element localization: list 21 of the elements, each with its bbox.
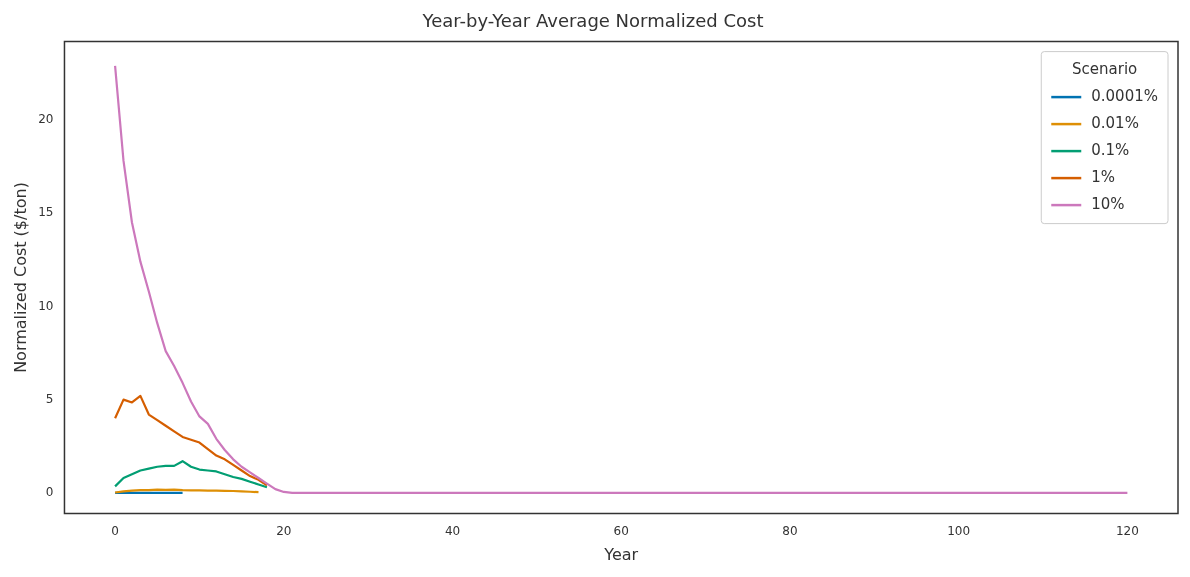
legend-label: 0.0001% (1091, 86, 1159, 105)
x-tick-label: 40 (444, 523, 461, 538)
y-tick-label: 20 (38, 112, 54, 127)
x-axis-title: Year (603, 544, 639, 564)
legend-label: 0.1% (1091, 140, 1130, 159)
x-tick-label: 60 (613, 523, 629, 538)
y-axis-title: Normalized Cost ($/ton) (10, 182, 30, 373)
x-tick-label: 20 (276, 523, 292, 538)
legend-title: Scenario (1072, 59, 1138, 78)
y-tick-label: 0 (45, 485, 54, 500)
y-tick-label: 10 (38, 298, 54, 313)
legend-label: 1% (1091, 167, 1116, 186)
x-tick-label: 80 (782, 523, 798, 538)
y-tick-label: 5 (45, 391, 54, 406)
legend-label: 10% (1091, 194, 1125, 213)
legend-label: 0.01% (1091, 113, 1139, 132)
chart-title: Year-by-Year Average Normalized Cost (421, 10, 764, 32)
x-tick-label: 120 (1115, 523, 1139, 538)
x-tick-label: 100 (947, 523, 971, 538)
y-tick-label: 15 (38, 205, 54, 220)
x-tick-label: 0 (111, 523, 119, 538)
